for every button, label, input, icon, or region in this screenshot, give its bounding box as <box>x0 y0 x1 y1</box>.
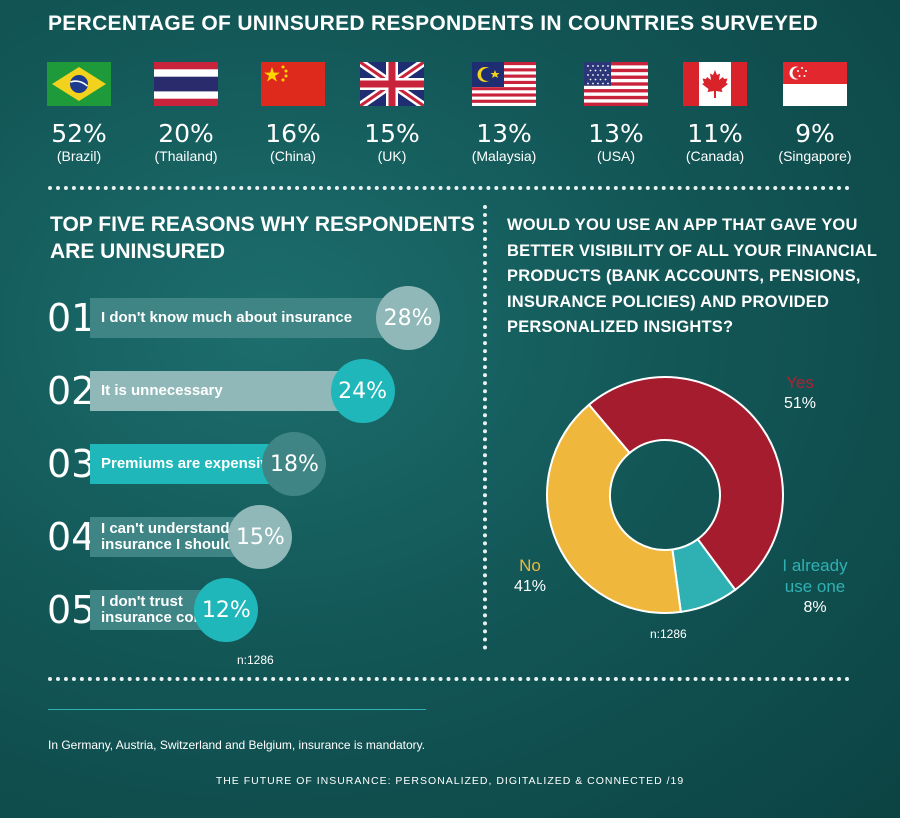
reason-label-line: I don't trust <box>101 593 183 610</box>
donut-slice-no <box>546 403 682 614</box>
country-uk: 15% (UK) <box>337 62 447 164</box>
country-percent: 15% <box>364 119 420 148</box>
app-question-line: PRODUCTS (BANK ACCOUNTS, PENSIONS, <box>507 267 861 285</box>
pie-label-value: 51% <box>783 395 817 412</box>
reasons-title-line: TOP FIVE REASONS WHY RESPONDENTS <box>50 213 475 236</box>
usa-flag-icon <box>584 62 648 106</box>
reason-value-label: 18% <box>262 432 327 496</box>
reason-rank: 01 <box>47 296 96 340</box>
reason-bar <box>90 298 409 338</box>
reason-label: It is unnecessary <box>101 383 223 399</box>
country-malaysia: 13% (Malaysia) <box>449 62 559 164</box>
country-name: (Brazil) <box>56 148 102 164</box>
pie-label-already: I already use one 8% <box>770 555 860 618</box>
country-brazil: 52% (Brazil) <box>24 62 134 164</box>
country-name: (China) <box>270 148 316 164</box>
footnote: In Germany, Austria, Switzerland and Bel… <box>48 738 426 752</box>
reason-value-label: 12% <box>194 578 259 642</box>
country-name: (USA) <box>596 148 636 164</box>
country-name: (Thailand) <box>154 148 218 164</box>
pie-label-yes: Yes 51% <box>760 372 840 414</box>
reason-rank: 04 <box>47 515 96 559</box>
app-question: WOULD YOU USE AN APP THAT GAVE YOU BETTE… <box>507 213 877 341</box>
app-question-line: PERSONALIZED INSIGHTS? <box>507 318 734 336</box>
reason-rank: 03 <box>47 442 96 486</box>
brazil-flag-icon <box>47 62 111 106</box>
reason-bar <box>90 371 363 411</box>
country-name: (Singapore) <box>778 148 852 164</box>
country-canada: 11% (Canada) <box>660 62 770 164</box>
reason-label: Premiums are expensive <box>101 456 277 472</box>
page-footer: THE FUTURE OF INSURANCE: PERSONALIZED, D… <box>215 775 685 787</box>
country-singapore: 9% (Singapore) <box>760 62 870 164</box>
reason-label-line: Premiums are expensive <box>101 455 277 472</box>
donut-slice-yes <box>587 376 784 592</box>
country-name: (Malaysia) <box>471 148 537 164</box>
reason-label-line: insurance I should buy <box>101 536 265 553</box>
pie-label-name: Yes <box>786 373 814 392</box>
reason-rank: 05 <box>47 588 96 632</box>
country-name: (UK) <box>377 148 407 164</box>
country-percent: 9% <box>795 119 835 148</box>
divider-bottom <box>48 677 850 681</box>
china-flag-icon <box>261 62 325 106</box>
pie-label-name: I already use one <box>770 555 860 597</box>
country-percent: 13% <box>476 119 532 148</box>
divider-top <box>48 186 850 190</box>
reason-value-label: 28% <box>376 286 441 350</box>
uk-flag-icon <box>360 62 424 106</box>
footnote-rule <box>48 709 426 710</box>
country-percent: 52% <box>51 119 107 148</box>
country-usa: 13% (USA) <box>561 62 671 164</box>
country-name: (Canada) <box>685 148 745 164</box>
pie-label-no: No 41% <box>495 555 565 597</box>
reasons-sample-size: n:1286 <box>237 653 274 667</box>
pie-label-name-line: use one <box>784 577 846 596</box>
app-question-line: INSURANCE POLICIES) AND PROVIDED <box>507 292 830 311</box>
divider-vertical <box>483 205 487 650</box>
reason-label-line: It is unnecessary <box>101 382 223 399</box>
reason-label: I don't know much about insurance <box>101 310 352 326</box>
malaysia-flag-icon <box>472 62 536 106</box>
country-thailand: 20% (Thailand) <box>131 62 241 164</box>
reasons-title: TOP FIVE REASONS WHY RESPONDENTS ARE UNI… <box>50 211 475 265</box>
pie-label-value: 41% <box>513 578 547 595</box>
reason-label-line: I don't know much about insurance <box>101 309 353 326</box>
pie-label-name: No <box>519 556 541 575</box>
page-title: PERCENTAGE OF UNINSURED RESPONDENTS IN C… <box>48 12 819 35</box>
country-percent: 11% <box>687 119 743 148</box>
pie-label-value: 8% <box>803 599 827 616</box>
country-percent: 16% <box>265 119 321 148</box>
donut-chart <box>546 376 784 614</box>
country-percent: 20% <box>158 119 214 148</box>
app-question-line: WOULD YOU USE AN APP THAT GAVE YOU <box>507 216 858 234</box>
reasons-title-line: ARE UNINSURED <box>50 240 226 263</box>
reason-bar <box>90 444 295 484</box>
reason-rank: 02 <box>47 369 96 413</box>
reason-value-label: 24% <box>330 359 395 423</box>
thailand-flag-icon <box>154 62 218 106</box>
country-percent: 13% <box>588 119 644 148</box>
reason-value-label: 15% <box>228 505 293 569</box>
canada-flag-icon <box>683 62 747 106</box>
singapore-flag-icon <box>783 62 847 106</box>
donut-sample-size: n:1286 <box>650 627 687 641</box>
pie-label-name-line: I already <box>782 556 848 575</box>
app-question-line: BETTER VISIBILITY OF ALL YOUR FINANCIAL <box>507 241 878 260</box>
country-china: 16% (China) <box>238 62 348 164</box>
